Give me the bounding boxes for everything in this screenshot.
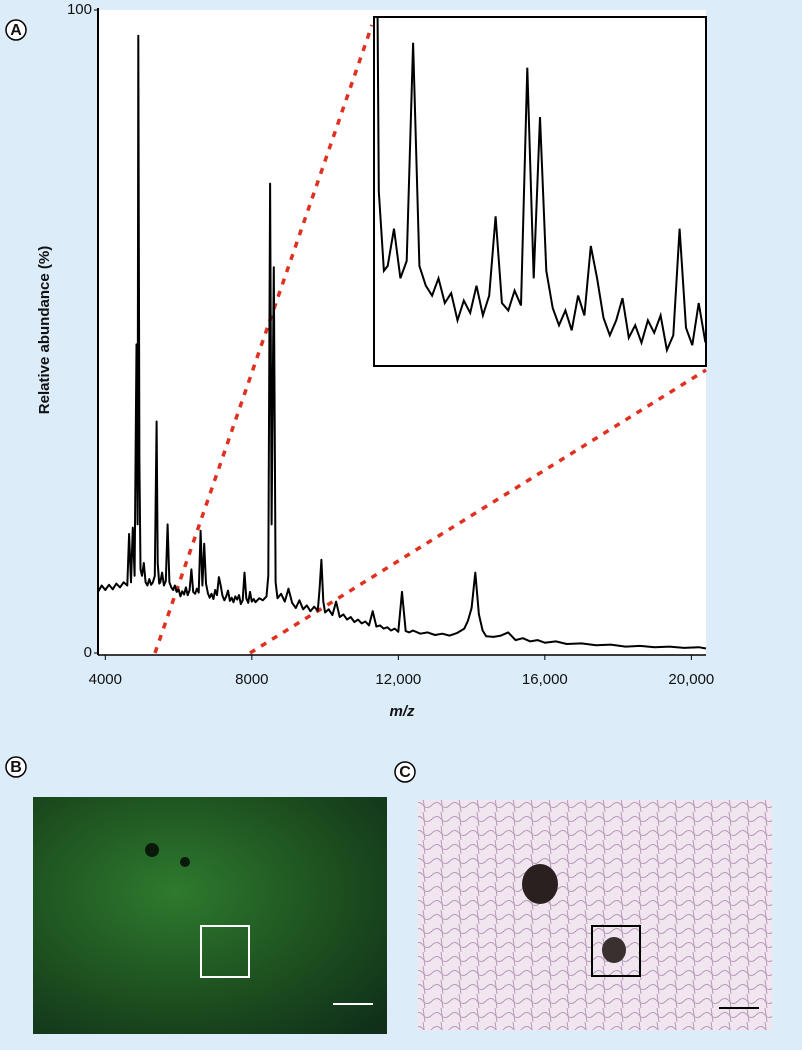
y-tick-label: 0 [84, 644, 92, 661]
panel-label: A [10, 22, 22, 39]
x-tick-label: 8000 [235, 671, 268, 688]
x-tick-label: 4000 [89, 671, 122, 688]
x-tick-label: 16,000 [522, 671, 568, 688]
x-tick-label: 12,000 [375, 671, 421, 688]
y-axis-label: Relative abundance (%) [36, 246, 53, 414]
panel-label: C [399, 764, 411, 781]
panel-label: B [10, 759, 22, 776]
inset-spectrum-line [376, 18, 705, 354]
inset-box [373, 16, 707, 367]
roi-box [200, 925, 250, 978]
spectrum-line [97, 34, 707, 650]
y-tick-label: 100 [67, 1, 92, 18]
image-detail [145, 843, 159, 857]
brightfield-image [418, 800, 772, 1030]
panel-badge [5, 19, 27, 41]
image-detail [180, 857, 190, 867]
fluorescence-image [33, 797, 387, 1034]
image-detail [602, 937, 626, 963]
roi-box [591, 925, 641, 977]
panel-badge [394, 761, 416, 783]
x-tick-label: 20,000 [668, 671, 714, 688]
zoom-line [249, 368, 707, 655]
image-detail [522, 864, 558, 904]
x-axis-label: m/z [389, 703, 415, 720]
panel-badge [5, 756, 27, 778]
